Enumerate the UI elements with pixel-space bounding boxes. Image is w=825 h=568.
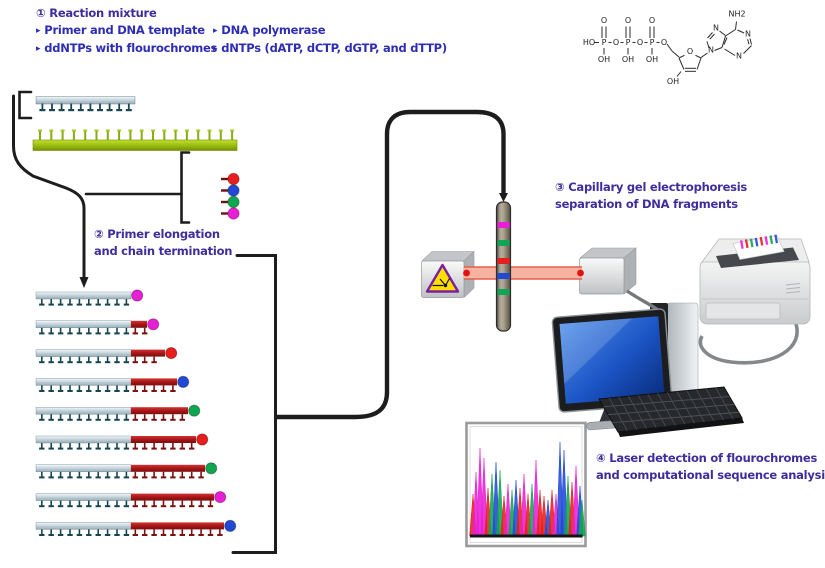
monitor (551, 308, 673, 431)
svg-text:P: P (650, 38, 655, 47)
capillary-tube (274, 109, 506, 420)
primer-bracket (18, 90, 33, 120)
ddntp-bracket (180, 151, 191, 224)
monitor-screen (559, 316, 665, 404)
keyboard-keys (599, 387, 742, 431)
fragment-row (35, 491, 227, 508)
ddntp-molecule: HO P P P O O O O O O OH OH OH O OH NH2 N N N N (583, 10, 752, 86)
svg-text:OH: OH (598, 55, 610, 64)
template-teeth (38, 129, 235, 141)
svg-text:O: O (687, 47, 693, 56)
bullet-arrow-icon: ▸ (36, 25, 41, 36)
ladder-bracket (231, 254, 277, 554)
computer-station (551, 289, 799, 437)
beam-entry-dot (577, 269, 584, 277)
primer-template-group (32, 96, 238, 151)
laser-warning-icon (432, 278, 451, 288)
printer-paper-marks (739, 234, 779, 249)
fragment-row (35, 347, 178, 364)
svg-text:O: O (601, 16, 607, 25)
step4-laser-detection: ④ Laser detection of flourochromes and c… (596, 451, 825, 482)
chromatogram-panel (465, 421, 587, 548)
fragment-row (35, 519, 237, 536)
beam-emitter-dot (463, 269, 470, 277)
flow-arrowhead (79, 277, 89, 288)
bullet-dna-polymerase: ▸ DNA polymerase (213, 22, 326, 37)
primer-bar (35, 96, 136, 105)
tube-arrowhead (499, 193, 508, 202)
printer-paper (732, 234, 785, 260)
bullet-arrow-icon: ▸ (36, 44, 41, 54)
fragment-row (35, 375, 190, 392)
svg-text:O: O (625, 16, 631, 25)
printer (699, 234, 811, 325)
svg-text:N: N (745, 30, 751, 39)
chromatogram-peaks (469, 441, 586, 537)
svg-text:N: N (708, 46, 714, 55)
svg-text:OH: OH (667, 77, 679, 86)
step3-capillary-electrophoresis: ③ Capillary gel electrophoresis separati… (555, 180, 748, 211)
svg-text:OH: OH (646, 55, 658, 64)
fragment-ladder (35, 289, 237, 536)
laser-beam (464, 266, 582, 280)
svg-text:N: N (736, 52, 742, 61)
bullet-dntps: ▸ dNTPs (dATP, dCTP, dGTP, and dTTP) (213, 41, 447, 55)
template-bar (32, 139, 238, 151)
svg-text:N: N (713, 24, 719, 33)
step1-bullets: ▸ Primer and DNA template ▸ DNA polymerase… (36, 22, 447, 59)
primer-teeth (39, 103, 132, 112)
bullet-arrow-icon: ▸ (213, 44, 218, 54)
flow-primer-to-ladder (12, 94, 86, 281)
step2-primer-elongation: ② Primer elongation and chain terminatio… (94, 227, 233, 258)
flow-lines (12, 90, 508, 554)
svg-text:P: P (626, 38, 631, 47)
printer-tray (705, 302, 781, 320)
ddntp-dots (221, 172, 240, 220)
svg-text:NH2: NH2 (728, 10, 745, 19)
svg-text:P: P (602, 38, 607, 47)
fragment-row (35, 318, 160, 335)
laser-warning-triangle (425, 263, 460, 293)
svg-text:O: O (649, 16, 655, 25)
chromatogram-baseline (470, 534, 583, 538)
svg-text:HO: HO (583, 38, 595, 47)
fragment-row (35, 433, 209, 450)
svg-text:O: O (661, 38, 667, 47)
capillary (495, 201, 512, 332)
detector-box (579, 247, 637, 295)
svg-text:O: O (637, 38, 643, 47)
fragment-row (35, 462, 218, 479)
bullet-primer-template: ▸ Primer and DNA template (36, 22, 205, 37)
step1-reaction-mixture: ① Reaction mixture ▸ Primer and DNA templ… (36, 5, 447, 59)
bullet-arrow-icon: ▸ (213, 25, 218, 36)
svg-text:OH: OH (622, 55, 634, 64)
electrophoresis-assembly (421, 201, 637, 332)
printer-cable (698, 320, 799, 365)
capillary-bands (497, 222, 510, 295)
detector-cable (626, 289, 661, 313)
fragment-row (35, 404, 201, 421)
bullet-ddntps: ▸ ddNTPs with flourochromes (36, 41, 218, 55)
svg-text:O: O (613, 38, 619, 47)
step1-title: ① Reaction mixture (36, 6, 157, 20)
keyboard (598, 386, 744, 437)
fragment-row (35, 289, 144, 306)
